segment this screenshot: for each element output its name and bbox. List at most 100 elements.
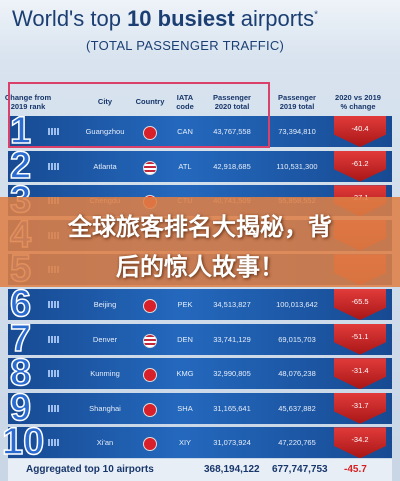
header-line: Country — [135, 97, 165, 106]
column-header: IATA code — [153, 93, 217, 111]
header-line: 2019 rank — [10, 102, 46, 111]
header-line: City — [97, 97, 113, 106]
rank-number: 9 — [9, 386, 32, 429]
table-row: Xi'an XIY 31,073,924 47,220,765 -34.2 — [8, 427, 392, 459]
change-text: -61.2 — [351, 158, 369, 168]
cell-text: Beijing — [93, 300, 117, 309]
title-number: 10 — [127, 6, 152, 31]
cell-text: 32,990,805 — [213, 369, 251, 379]
cell-text: 45,637,882 — [278, 403, 316, 413]
title: World's top 10 busiest airports* — [12, 6, 318, 32]
trend-icon — [48, 370, 60, 378]
table-row: Kunming KMG 32,990,805 48,076,238 -31.4 — [8, 358, 392, 390]
cell-text: 43,767,558 — [213, 127, 251, 136]
cell-text: Xi'an — [96, 438, 114, 448]
change-badge: -51.1 — [334, 323, 386, 355]
change-text: -40.4 — [351, 124, 369, 133]
footer-change: -45.7 — [344, 464, 367, 475]
footer-2019: 677,747,753 — [272, 464, 328, 475]
banner — [0, 197, 400, 287]
cell-text: 31,073,924 — [213, 438, 251, 448]
header-line: Passenger — [278, 93, 316, 102]
subtitle: (TOTAL PASSENGER TRAFFIC) — [86, 38, 285, 53]
banner-text: 后的惊人故事！ — [116, 253, 284, 281]
change-text: -51.1 — [351, 331, 369, 341]
cell-text: SHA — [177, 403, 193, 413]
cell-text: 69,015,703 — [278, 334, 316, 344]
rank-number: 1 — [9, 110, 32, 152]
title-text: airports — [234, 6, 315, 31]
table-row: Atlanta ATL 42,918,685 110,531,300 -61.2 — [8, 150, 392, 182]
change-text: -31.4 — [351, 366, 369, 376]
change-badge: -40.4 — [334, 116, 386, 147]
trend-icon — [48, 301, 60, 308]
cell-text: Guangzhou — [85, 127, 125, 136]
column-header: 2020 vs 2019% change — [326, 93, 390, 111]
flag — [143, 402, 157, 417]
cell-text: 34,513,827 — [213, 300, 251, 309]
flag — [143, 160, 157, 175]
table-row: Guangzhou CAN 43,767,558 73,394,810 -40.4 — [8, 116, 392, 147]
change-badge: -34.2 — [334, 427, 386, 459]
cell-text: 47,220,765 — [278, 438, 316, 448]
change-badge: -61.2 — [334, 150, 386, 182]
column-header: Change from 2019 rank — [0, 93, 60, 111]
rank-number: 6 — [9, 283, 32, 325]
change-badge: -65.5 — [334, 289, 386, 320]
trend-icon — [48, 335, 60, 343]
cell-text: KMG — [176, 369, 194, 379]
cell-text: Atlanta — [93, 161, 117, 171]
header-line: IATA — [176, 93, 194, 102]
trend-icon — [48, 128, 60, 135]
cell-text: PEK — [177, 300, 193, 309]
cell-text: XIY — [178, 438, 192, 448]
footer-2020: 368,194,122 — [204, 464, 260, 475]
rank-number: 10 — [1, 421, 45, 464]
cell-text: Kunming — [90, 369, 120, 379]
change-text: -34.2 — [351, 435, 369, 445]
cell-text: CAN — [177, 127, 193, 136]
column-header: Passenger 2019 total — [265, 93, 329, 111]
cell-text: ATL — [178, 161, 192, 171]
cell-text: 42,918,685 — [213, 161, 251, 171]
cell-text: 110,531,300 — [276, 161, 318, 171]
title-text: World's top — [12, 6, 128, 31]
cell-text: Denver — [92, 334, 118, 344]
cell-text: 31,165,641 — [213, 403, 251, 413]
title-bold: busiest — [151, 6, 235, 31]
column-header: Country — [118, 97, 182, 106]
header-line: 2020 vs 2019 — [335, 93, 381, 102]
table-row: Denver DEN 33,741,129 69,015,703 -51.1 — [8, 323, 392, 355]
table-row: Shanghai SHA 31,165,641 45,637,882 -31.7 — [8, 392, 392, 424]
flag — [143, 126, 157, 140]
cell-text: 33,741,129 — [213, 334, 251, 344]
column-header: City — [73, 97, 137, 106]
flag — [143, 437, 157, 452]
cell-text: 73,394,810 — [278, 127, 316, 136]
asterisk: * — [314, 9, 319, 21]
cell-text: DEN — [177, 334, 193, 344]
flag — [143, 368, 157, 383]
header-line: 2020 total — [214, 102, 250, 111]
flag — [143, 299, 157, 313]
change-text: -65.5 — [351, 297, 369, 306]
rank-number: 2 — [9, 144, 32, 187]
rank-number: 7 — [9, 317, 32, 360]
footer-label: Aggregated top 10 airports — [26, 464, 154, 475]
trend-icon — [48, 162, 60, 170]
header-line: code — [176, 102, 194, 111]
column-header: Passenger 2020 total — [200, 93, 264, 111]
trend-icon — [48, 404, 60, 412]
footer-row: Aggregated top 10 airports 368,194,122 6… — [8, 459, 392, 481]
banner-text: 全球旅客排名大揭秘，背 — [68, 213, 332, 241]
header-line: Passenger — [213, 93, 251, 102]
header-line: 2019 total — [279, 102, 315, 111]
cell-text: 100,013,642 — [276, 300, 318, 309]
trend-icon — [48, 439, 60, 447]
highlight-box — [8, 82, 270, 148]
header-line: % change — [340, 102, 376, 111]
flag — [143, 333, 157, 348]
cell-text: Shanghai — [89, 403, 121, 413]
header-line: Change from — [4, 93, 52, 102]
